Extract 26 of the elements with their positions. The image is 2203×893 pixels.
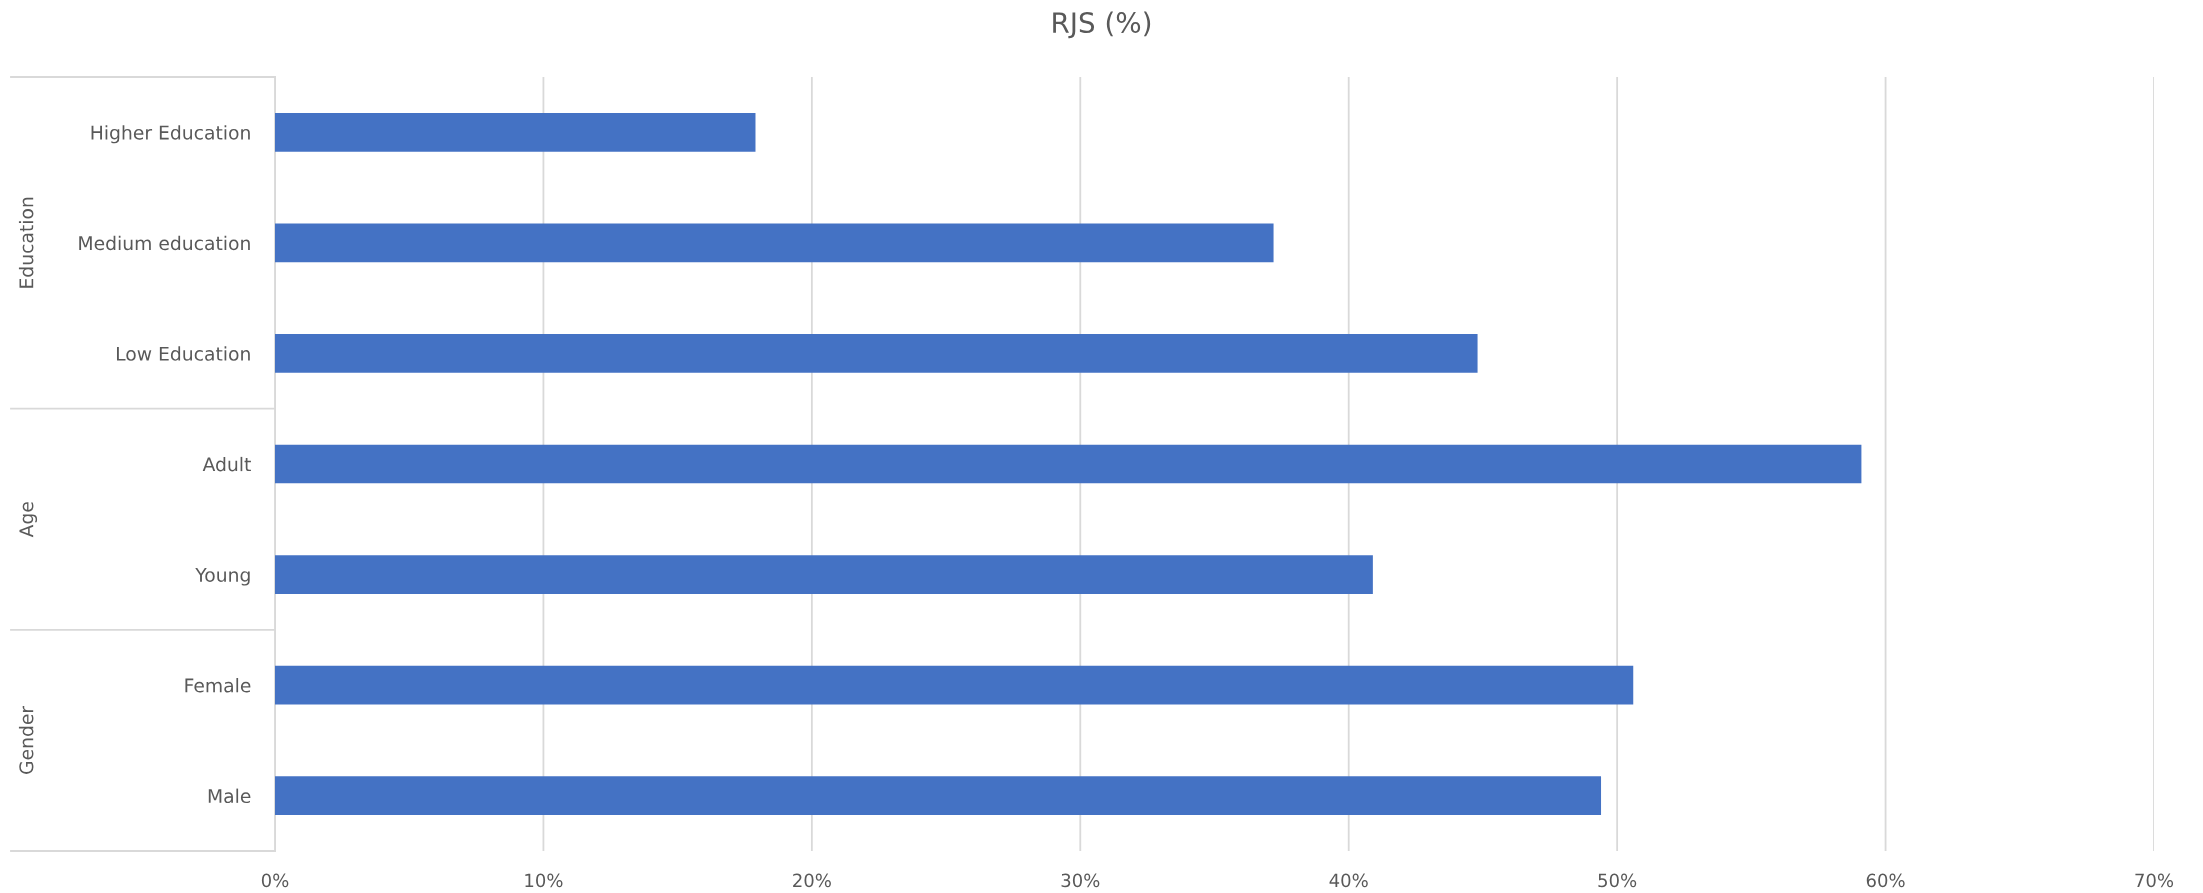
x-tick-label: 10%	[525, 873, 563, 888]
bar	[275, 223, 1274, 263]
x-tick-label: 50%	[1598, 873, 1637, 888]
bar	[275, 665, 1634, 705]
y-tick-label: Medium education	[79, 235, 250, 251]
bar	[275, 444, 1862, 484]
text: Education	[18, 197, 34, 288]
y-tick-label: Young	[195, 568, 250, 586]
y-tick-label: Female	[185, 678, 251, 693]
x-tick-label: 60%	[1866, 873, 1905, 888]
y-tick-label: Male	[208, 788, 251, 804]
chart-title: RJS (%)	[1053, 11, 1151, 39]
x-tick-label: 70%	[2135, 873, 2174, 888]
y-tick-label: Low Education	[117, 346, 250, 361]
x-tick-label: 40%	[1329, 873, 1368, 888]
bar	[275, 555, 1373, 594]
text: Age	[19, 502, 38, 538]
x-tick-label: 30%	[1061, 873, 1100, 888]
bar	[275, 334, 1478, 373]
x-tick-label: 0%	[261, 873, 289, 888]
bar	[275, 112, 756, 152]
y-tick-label: Adult	[202, 456, 251, 472]
text: Gender	[18, 705, 34, 774]
y-tick-label: Higher Education	[91, 125, 250, 144]
bar	[275, 776, 1602, 816]
x-tick-label: 20%	[793, 873, 831, 888]
